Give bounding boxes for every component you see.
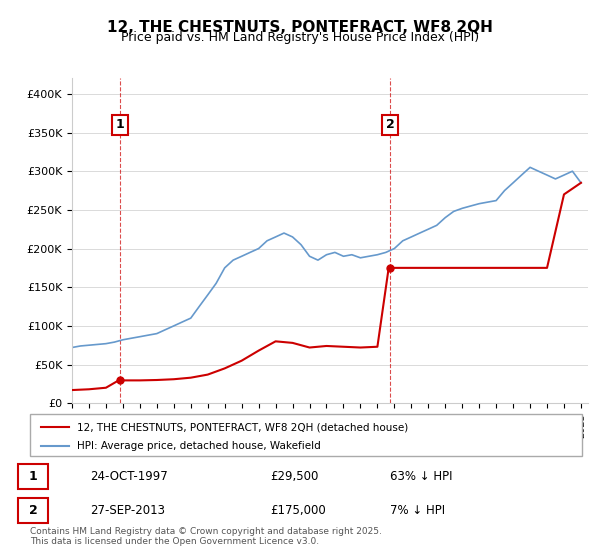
- Text: 27-SEP-2013: 27-SEP-2013: [90, 504, 165, 517]
- Text: 7% ↓ HPI: 7% ↓ HPI: [390, 504, 445, 517]
- Text: 2: 2: [386, 118, 394, 131]
- Text: 12, THE CHESTNUTS, PONTEFRACT, WF8 2QH (detached house): 12, THE CHESTNUTS, PONTEFRACT, WF8 2QH (…: [77, 422, 408, 432]
- FancyBboxPatch shape: [18, 464, 48, 489]
- Text: 24-OCT-1997: 24-OCT-1997: [90, 470, 168, 483]
- Text: 63% ↓ HPI: 63% ↓ HPI: [390, 470, 452, 483]
- Text: 1: 1: [115, 118, 124, 131]
- Text: HPI: Average price, detached house, Wakefield: HPI: Average price, detached house, Wake…: [77, 441, 320, 451]
- FancyBboxPatch shape: [30, 414, 582, 456]
- Text: 1: 1: [29, 470, 37, 483]
- Text: 12, THE CHESTNUTS, PONTEFRACT, WF8 2QH: 12, THE CHESTNUTS, PONTEFRACT, WF8 2QH: [107, 20, 493, 35]
- Text: £29,500: £29,500: [270, 470, 319, 483]
- Text: 2: 2: [29, 504, 37, 517]
- Text: Price paid vs. HM Land Registry's House Price Index (HPI): Price paid vs. HM Land Registry's House …: [121, 31, 479, 44]
- Text: Contains HM Land Registry data © Crown copyright and database right 2025.
This d: Contains HM Land Registry data © Crown c…: [30, 526, 382, 546]
- Text: £175,000: £175,000: [270, 504, 326, 517]
- FancyBboxPatch shape: [18, 497, 48, 523]
